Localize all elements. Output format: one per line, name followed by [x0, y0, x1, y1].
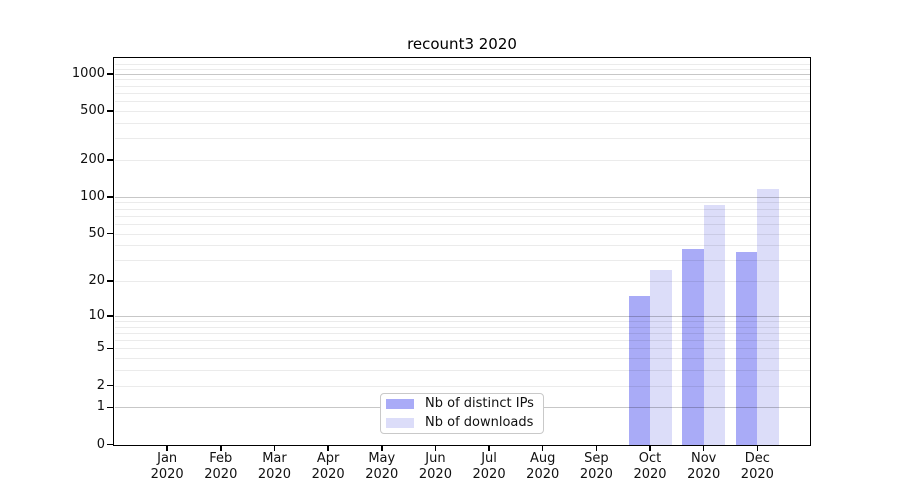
plot-area — [113, 57, 811, 446]
x-tick-label-jun: Jun 2020 — [418, 451, 452, 482]
legend: Nb of distinct IPs Nb of downloads — [380, 392, 544, 434]
y-tick-500 — [106, 110, 113, 112]
gridline-minor-500 — [114, 110, 810, 112]
gridline-minor-300 — [114, 138, 810, 140]
y-tick-label-50: 50 — [88, 225, 105, 241]
y-tick-label-20: 20 — [88, 273, 105, 289]
x-tick-feb — [220, 445, 222, 451]
y-tick-1 — [106, 406, 113, 409]
y-tick-5 — [106, 347, 113, 350]
x-tick-nov — [702, 445, 705, 451]
x-tick-label-nov: Nov 2020 — [687, 451, 721, 482]
legend-item-distinct-ips: Nb of distinct IPs — [386, 395, 537, 411]
x-tick-label-oct: Oct 2020 — [633, 451, 667, 482]
y-tick-label-5: 5 — [96, 340, 105, 356]
y-tick-200 — [106, 159, 113, 161]
gridline-minor-600 — [114, 101, 810, 103]
gridline-minor-70 — [114, 215, 810, 217]
x-tick-oct — [649, 445, 651, 451]
gridline-minor-20 — [114, 281, 810, 283]
x-tick-label-aug: Aug 2020 — [526, 451, 560, 482]
y-tick-label-200: 200 — [80, 151, 105, 167]
gridline-minor-5 — [114, 348, 810, 350]
y-tick-label-100: 100 — [80, 188, 105, 204]
x-tick-label-dec: Dec 2020 — [740, 451, 774, 482]
y-tick-label-500: 500 — [80, 102, 105, 118]
legend-item-downloads: Nb of downloads — [386, 414, 537, 430]
x-tick-dec — [756, 445, 759, 451]
gridline-1000 — [114, 73, 810, 75]
x-tick-jul — [488, 445, 490, 451]
gridline-minor-900 — [114, 79, 810, 81]
gridline-100 — [114, 196, 810, 198]
y-tick-20 — [106, 280, 113, 282]
y-tick-0 — [106, 443, 113, 446]
gridline-minor-30 — [114, 260, 810, 262]
y-tick-50 — [106, 232, 113, 235]
gridline-minor-6 — [114, 340, 810, 342]
y-tick-label-1000: 1000 — [71, 65, 105, 81]
y-tick-2 — [106, 384, 113, 387]
gridline-minor-50 — [114, 233, 810, 235]
x-tick-label-sep: Sep 2020 — [579, 451, 613, 482]
y-tick-100 — [106, 196, 113, 198]
gridline-minor-2 — [114, 385, 810, 387]
gridline-minor-400 — [114, 122, 810, 124]
gridline-minor-8 — [114, 326, 810, 328]
gridline-minor-7 — [114, 332, 810, 334]
gridline-minor-9 — [114, 320, 810, 322]
y-tick-label-1: 1 — [96, 399, 105, 415]
gridline-minor-90 — [114, 202, 810, 204]
gridline-minor-800 — [114, 85, 810, 87]
gridline-10 — [114, 315, 810, 317]
gridline-minor-80 — [114, 208, 810, 210]
gridline-minor-200 — [114, 159, 810, 161]
y-tick-label-2: 2 — [96, 377, 105, 393]
y-tick-label-10: 10 — [88, 307, 105, 323]
bar-distinct-ips-dec — [735, 252, 758, 445]
x-tick-label-feb: Feb 2020 — [204, 451, 238, 482]
x-tick-sep — [595, 445, 598, 451]
gridline-minor-3 — [114, 370, 810, 372]
chart-title: recount3 2020 — [407, 35, 517, 53]
x-tick-aug — [541, 445, 544, 451]
gridline-minor-1100 — [114, 68, 810, 70]
x-tick-label-jul: Jul 2020 — [472, 451, 506, 482]
x-tick-label-apr: Apr 2020 — [311, 451, 345, 482]
x-tick-may — [381, 445, 383, 451]
y-tick-label-0: 0 — [96, 436, 105, 452]
gridline-minor-700 — [114, 92, 810, 94]
gridline-minor-1200 — [114, 64, 810, 65]
bar-distinct-ips-oct — [628, 295, 651, 445]
bar-distinct-ips-nov — [682, 249, 704, 445]
gridline-minor-40 — [114, 245, 810, 247]
gridline-minor-4 — [114, 358, 810, 360]
x-tick-label-may: May 2020 — [365, 451, 399, 482]
x-tick-apr — [327, 445, 329, 451]
x-tick-jan — [166, 445, 168, 451]
gridline-minor-60 — [114, 223, 810, 225]
x-tick-mar — [273, 445, 276, 451]
bar-downloads-dec — [757, 189, 779, 445]
y-tick-10 — [106, 315, 113, 317]
bar-downloads-nov — [703, 204, 726, 445]
legend-label-downloads: Nb of downloads — [425, 414, 534, 430]
legend-swatch-downloads — [386, 417, 414, 428]
x-tick-label-jan: Jan 2020 — [150, 451, 184, 482]
legend-label-distinct-ips: Nb of distinct IPs — [425, 395, 534, 411]
x-tick-jun — [434, 445, 437, 451]
x-tick-label-mar: Mar 2020 — [257, 451, 291, 482]
legend-swatch-distinct-ips — [386, 398, 414, 409]
y-tick-1000 — [106, 73, 113, 75]
bar-downloads-oct — [650, 269, 672, 445]
